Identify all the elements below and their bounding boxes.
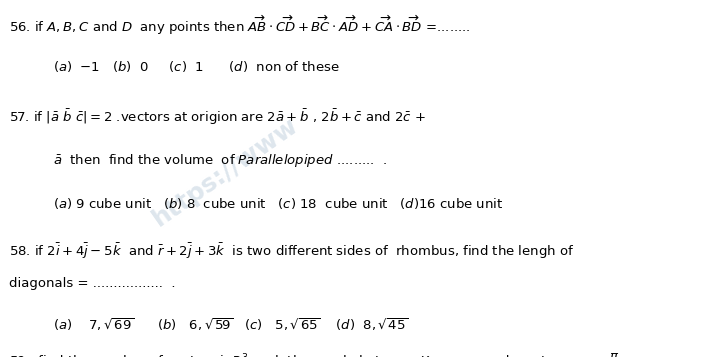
Text: https://www: https://www xyxy=(148,112,303,231)
Text: $\bar{a}$  then  find the volume  of $\mathit{Parallelopiped}$ .........  .: $\bar{a}$ then find the volume of $\math… xyxy=(53,152,387,169)
Text: 58. if $2\bar{i} + 4\bar{j} - 5\bar{k}$  and $\bar{r} + 2\bar{j} + 3\bar{k}$  is: 58. if $2\bar{i} + 4\bar{j} - 5\bar{k}$ … xyxy=(9,241,575,261)
Text: 57. if $|\bar{a}$ $\bar{b}$ $\bar{c}| = 2$ .vectors at origion are $2\bar{a} + \: 57. if $|\bar{a}$ $\bar{b}$ $\bar{c}| = … xyxy=(9,107,426,127)
Text: $(a)$  $-1$   $(b)$  $0$     $(c)$  $1$      $(d)$  non of these: $(a)$ $-1$ $(b)$ $0$ $(c)$ $1$ $(d)$ non… xyxy=(53,59,340,74)
Text: diagonals = .................  .: diagonals = ................. . xyxy=(9,277,176,290)
Text: $(a)$ 9 cube unit   $(b)$ 8  cube unit   $(c)$ 18  cube unit   $(d)$16 cube unit: $(a)$ 9 cube unit $(b)$ 8 cube unit $(c)… xyxy=(53,196,503,211)
Text: 56. if $A,B,C$ and $D$  any points then $\overrightarrow{AB} \cdot \overrightarr: 56. if $A,B,C$ and $D$ any points then $… xyxy=(9,14,471,37)
Text: $(a)$    $7, \sqrt{69}$      $(b)$   $6, \sqrt{59}$   $(c)$   $5, \sqrt{65}$    : $(a)$ $7, \sqrt{69}$ $(b)$ $6, \sqrt{59}… xyxy=(53,316,408,333)
Text: 59.  find the number of vectors in$R^3$ such the  angle between $X-$ axes and  v: 59. find the number of vectors in$R^3$ s… xyxy=(9,352,632,357)
